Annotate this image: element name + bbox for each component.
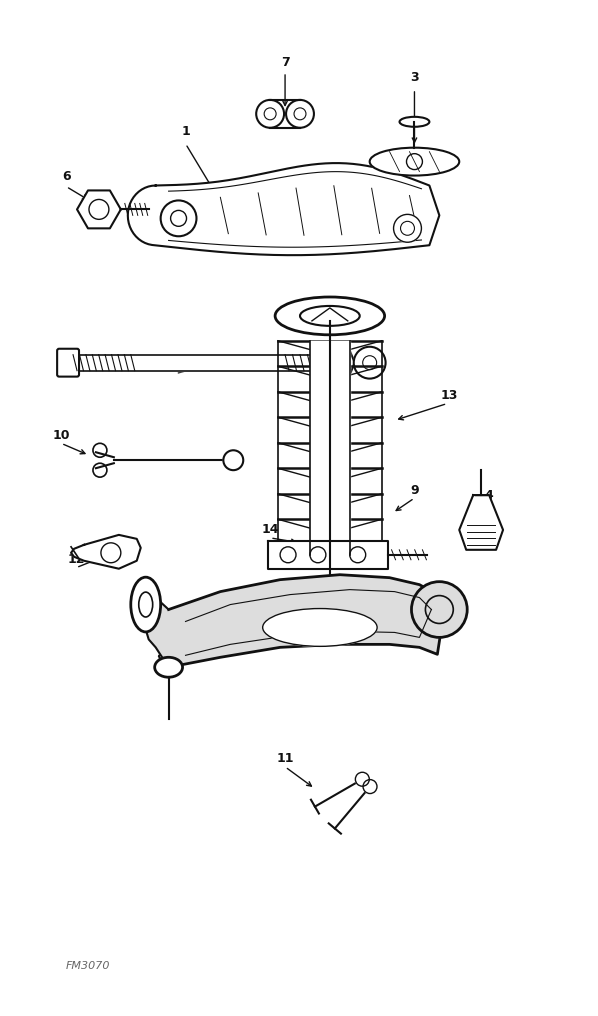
Circle shape (363, 779, 377, 793)
Text: 4: 4 (485, 489, 493, 502)
FancyBboxPatch shape (57, 348, 79, 377)
Ellipse shape (275, 297, 385, 335)
Text: FM3070: FM3070 (66, 961, 111, 971)
Polygon shape (169, 575, 444, 668)
Text: 6: 6 (62, 170, 71, 183)
Text: 8: 8 (156, 653, 165, 665)
Circle shape (411, 581, 467, 637)
Ellipse shape (263, 609, 377, 646)
Circle shape (224, 450, 243, 470)
Text: 14: 14 (261, 523, 279, 536)
Circle shape (355, 772, 370, 786)
Circle shape (161, 200, 197, 237)
Polygon shape (71, 534, 141, 569)
Circle shape (256, 100, 284, 128)
Text: 10: 10 (53, 429, 70, 442)
Ellipse shape (155, 657, 182, 678)
Text: 5: 5 (171, 360, 180, 372)
Ellipse shape (131, 577, 161, 632)
Polygon shape (128, 164, 440, 255)
Circle shape (393, 214, 422, 242)
Polygon shape (268, 541, 388, 569)
Text: 11: 11 (276, 752, 294, 765)
Text: 2: 2 (450, 593, 459, 607)
Text: 7: 7 (280, 56, 289, 69)
Text: 1: 1 (181, 125, 190, 138)
Circle shape (286, 100, 314, 128)
Polygon shape (459, 495, 503, 550)
Ellipse shape (399, 117, 429, 127)
Text: 13: 13 (441, 389, 458, 402)
Polygon shape (77, 190, 121, 229)
Text: 9: 9 (410, 484, 419, 497)
Circle shape (354, 346, 386, 379)
Polygon shape (146, 578, 169, 668)
Text: 12: 12 (68, 554, 85, 566)
Text: 3: 3 (410, 70, 419, 83)
Polygon shape (310, 340, 350, 555)
Ellipse shape (370, 147, 459, 176)
Polygon shape (69, 355, 340, 371)
